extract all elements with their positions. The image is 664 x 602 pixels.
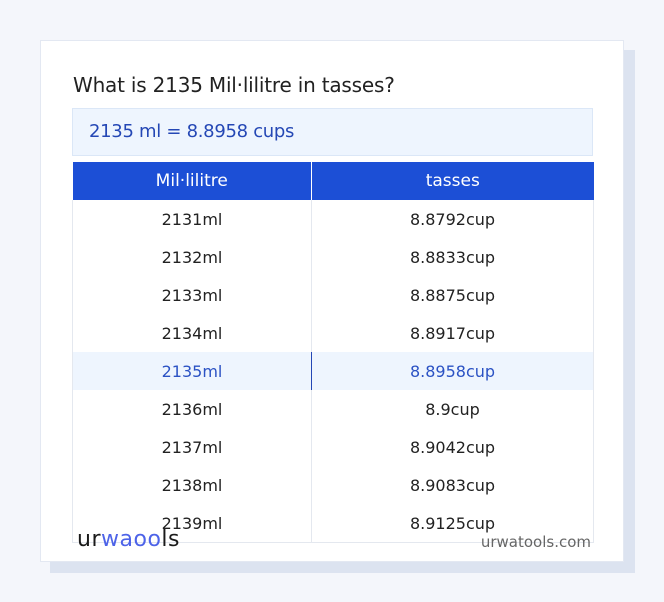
page-title: What is 2135 Mil·lilitre in tasses? (73, 73, 395, 97)
table-row-highlighted: 2135ml 8.8958cup (72, 352, 594, 390)
millilitre-cell: 2136ml (72, 390, 312, 428)
converter-card: What is 2135 Mil·lilitre in tasses? 2135… (40, 40, 624, 562)
table-row: 2139ml 8.9125cup (72, 504, 594, 543)
millilitre-cell: 2131ml (72, 200, 312, 238)
tasses-cell: 8.9125cup (311, 504, 594, 543)
table-row: 2137ml 8.9042cup (72, 428, 594, 466)
tasses-cell: 8.8792cup (311, 200, 594, 238)
result-box: 2135 ml = 8.8958 cups (72, 108, 593, 156)
millilitre-cell: 2133ml (72, 276, 312, 314)
tasses-cell: 8.9cup (311, 390, 594, 428)
conversion-table: Mil·lilitre tasses 2131ml 8.8792cup 2132ml… (72, 162, 594, 543)
millilitre-cell: 2137ml (72, 428, 312, 466)
table-row: 2132ml 8.8833cup (72, 238, 594, 276)
millilitre-cell: 2139ml (72, 504, 312, 543)
table-row: 2131ml 8.8792cup (72, 200, 594, 238)
table-row: 2134ml 8.8917cup (72, 314, 594, 352)
site-link[interactable]: urwatools.com (480, 533, 591, 551)
tasses-cell: 8.9083cup (311, 466, 594, 504)
table-row: 2138ml 8.9083cup (72, 466, 594, 504)
tasses-cell: 8.8875cup (311, 276, 594, 314)
millilitre-cell: 2138ml (72, 466, 312, 504)
table-header: Mil·lilitre tasses (72, 162, 594, 200)
tasses-cell: 8.9042cup (311, 428, 594, 466)
millilitre-cell: 2135ml (72, 352, 312, 390)
table-row: 2133ml 8.8875cup (72, 276, 594, 314)
header-tasses: tasses (311, 162, 594, 200)
tasses-cell: 8.8833cup (311, 238, 594, 276)
urwatools-logo[interactable]: urwaools (77, 527, 180, 552)
table-row: 2136ml 8.9cup (72, 390, 594, 428)
millilitre-cell: 2134ml (72, 314, 312, 352)
header-millilitre: Mil·lilitre (72, 162, 312, 200)
millilitre-cell: 2132ml (72, 238, 312, 276)
tasses-cell: 8.8917cup (311, 314, 594, 352)
tasses-cell: 8.8958cup (311, 352, 594, 390)
